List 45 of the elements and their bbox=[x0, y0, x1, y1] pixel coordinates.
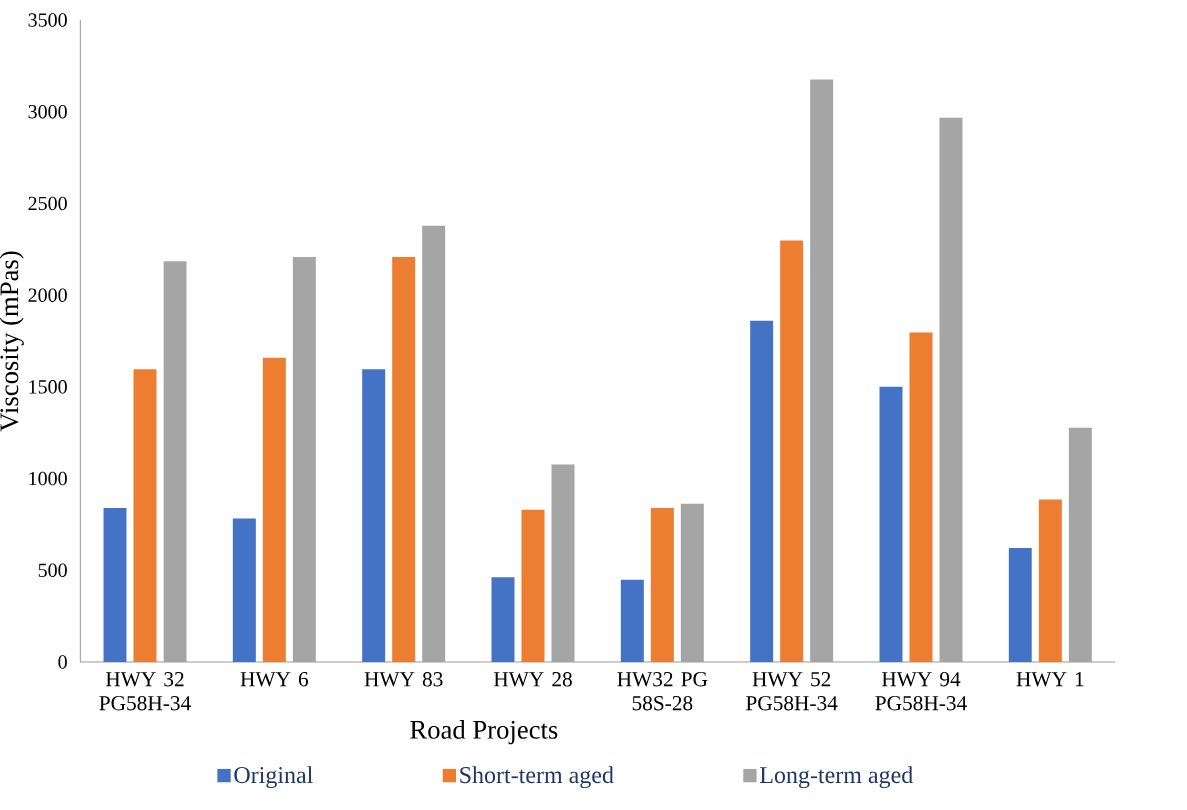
x-tick-label: HWY 1 bbox=[1016, 672, 1084, 687]
bar bbox=[650, 508, 674, 662]
bar bbox=[521, 509, 545, 662]
y-tick-label: 500 bbox=[38, 563, 67, 578]
bar bbox=[1038, 499, 1062, 662]
bar bbox=[620, 579, 644, 662]
x-tick-label: HWY 94 PG58H-34 bbox=[875, 672, 967, 711]
x-tick-label: HWY 83 bbox=[364, 672, 443, 687]
bar bbox=[939, 117, 963, 662]
x-axis-title: Road Projects bbox=[410, 720, 558, 745]
legend-label: Short-term aged bbox=[460, 766, 614, 789]
bar bbox=[422, 225, 446, 662]
bar bbox=[163, 261, 187, 662]
bar bbox=[909, 332, 933, 662]
bar bbox=[750, 320, 774, 662]
legend-label: Long-term aged bbox=[759, 766, 913, 789]
bar bbox=[780, 240, 804, 662]
bar bbox=[1068, 427, 1092, 662]
y-axis-title: Viscosity (mPas) bbox=[0, 251, 24, 432]
y-tick-label: 2500 bbox=[28, 196, 67, 211]
legend-label: Original bbox=[234, 766, 313, 789]
bar bbox=[392, 256, 416, 662]
bar bbox=[103, 508, 127, 662]
y-tick-label: 2000 bbox=[28, 288, 67, 302]
y-tick-label: 0 bbox=[58, 655, 67, 669]
bar bbox=[133, 369, 157, 662]
bar bbox=[810, 79, 834, 662]
bar bbox=[680, 503, 704, 662]
x-tick-label: HWY 52 PG58H-34 bbox=[746, 672, 838, 711]
bar bbox=[1008, 547, 1032, 662]
x-tick-label: HWY 6 bbox=[240, 672, 309, 687]
bar bbox=[551, 464, 575, 662]
bar bbox=[232, 518, 256, 662]
y-tick-label: 3000 bbox=[28, 104, 67, 119]
y-tick-label: 3500 bbox=[28, 13, 67, 27]
bar bbox=[292, 256, 316, 662]
bar bbox=[362, 369, 386, 662]
x-tick-label: HW32 PG 58S-28 bbox=[617, 672, 708, 711]
bar bbox=[879, 386, 903, 662]
bar bbox=[491, 577, 515, 662]
y-tick-label: 1000 bbox=[29, 471, 67, 486]
x-tick-label: HWY 28 bbox=[493, 672, 572, 687]
bar bbox=[262, 357, 286, 662]
x-tick-label: HWY 32 PG58H-34 bbox=[99, 672, 191, 711]
y-tick-label: 1500 bbox=[29, 380, 67, 394]
